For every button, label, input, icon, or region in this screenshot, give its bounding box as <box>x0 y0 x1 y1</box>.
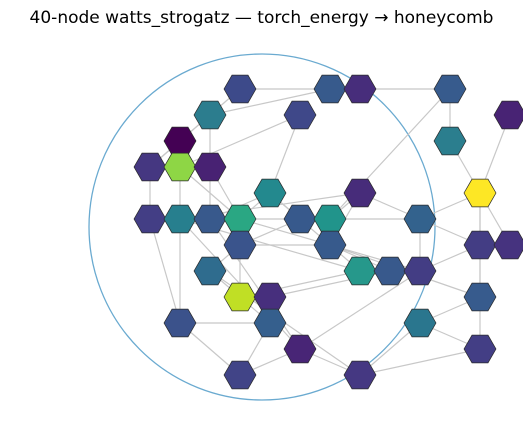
graph-node-n21 <box>403 204 437 234</box>
graph-node-n19 <box>283 204 317 234</box>
graph-node-n25 <box>493 230 523 260</box>
graph-edge-11 <box>179 114 301 168</box>
graph-node-n22 <box>223 230 257 260</box>
graph-edge-7 <box>209 88 331 116</box>
graph-node-n16 <box>163 204 197 234</box>
graph-node-n23 <box>313 230 347 260</box>
graph-node-n36 <box>283 334 317 364</box>
graph-node-n1 <box>313 74 347 104</box>
graph-node-n15 <box>133 204 167 234</box>
graph-node-n4 <box>193 100 227 130</box>
graph-edge-71 <box>209 218 301 350</box>
graph-node-n27 <box>343 256 377 286</box>
node-layer <box>133 74 523 390</box>
graph-edge-76 <box>299 270 421 350</box>
graph-edge-63 <box>149 218 181 324</box>
graph-node-n34 <box>253 308 287 338</box>
graph-node-n31 <box>253 282 287 312</box>
graph-node-n17 <box>193 204 227 234</box>
graph-node-n24 <box>463 230 497 260</box>
graph-node-n37 <box>463 334 497 364</box>
graph-node-n6 <box>493 100 523 130</box>
graph-node-n28 <box>373 256 407 286</box>
graph-node-n13 <box>343 178 377 208</box>
graph-node-n10 <box>163 152 197 182</box>
chart-title: 40-node watts_strogatz — torch_energy → … <box>29 8 494 28</box>
graph-node-n33 <box>163 308 197 338</box>
graph-edge-69 <box>269 192 361 272</box>
graph-node-n0 <box>223 74 257 104</box>
layout-boundary-circle <box>88 53 436 401</box>
graph-node-n3 <box>433 74 467 104</box>
graph-edge-57 <box>359 348 481 376</box>
graph-node-n32 <box>463 282 497 312</box>
graph-node-n2 <box>343 74 377 104</box>
graph-node-n26 <box>193 256 227 286</box>
graph-node-n35 <box>403 308 437 338</box>
graph-node-n12 <box>253 178 287 208</box>
graph-node-n38 <box>223 360 257 390</box>
graph-node-n5 <box>283 100 317 130</box>
graph-node-n9 <box>133 152 167 182</box>
graph-node-n30 <box>223 282 257 312</box>
graph-node-n14 <box>463 178 497 208</box>
graph-node-n29 <box>403 256 437 286</box>
graph-node-n8 <box>433 126 467 156</box>
graph-node-n11 <box>193 152 227 182</box>
graph-node-n39 <box>343 360 377 390</box>
